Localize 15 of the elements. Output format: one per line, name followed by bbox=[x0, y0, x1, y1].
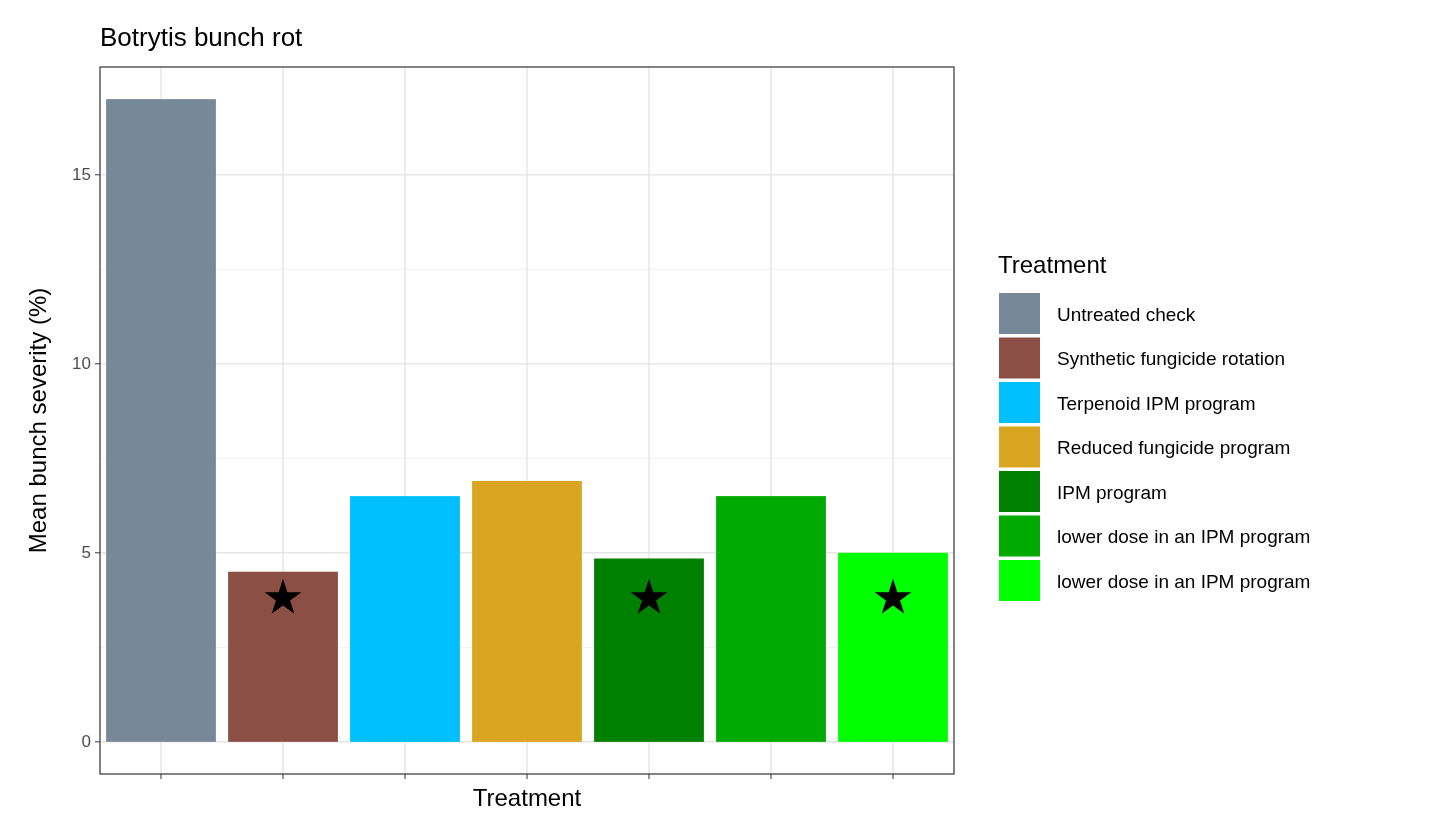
y-tick-label: 5 bbox=[81, 543, 91, 563]
legend-label: lower dose in an IPM program bbox=[1057, 570, 1311, 592]
legend-title: Treatment bbox=[998, 251, 1107, 278]
y-tick-label: 0 bbox=[81, 732, 91, 752]
chart-title: Botrytis bunch rot bbox=[100, 22, 304, 52]
legend-label: Reduced fungicide program bbox=[1057, 437, 1291, 458]
y-tick-label: 15 bbox=[72, 165, 91, 185]
y-tick-label: 10 bbox=[72, 354, 91, 374]
legend-label: Untreated check bbox=[1057, 303, 1196, 325]
y-axis-title: Mean bunch severity (%) bbox=[24, 287, 51, 554]
legend-label: Terpenoid IPM program bbox=[1057, 392, 1256, 414]
legend-label: lower dose in an IPM program bbox=[1057, 526, 1311, 547]
legend-label: IPM program bbox=[1057, 481, 1167, 503]
legend-label: Synthetic fungicide rotation bbox=[1057, 348, 1286, 369]
x-axis-title: Treatment bbox=[472, 784, 582, 811]
